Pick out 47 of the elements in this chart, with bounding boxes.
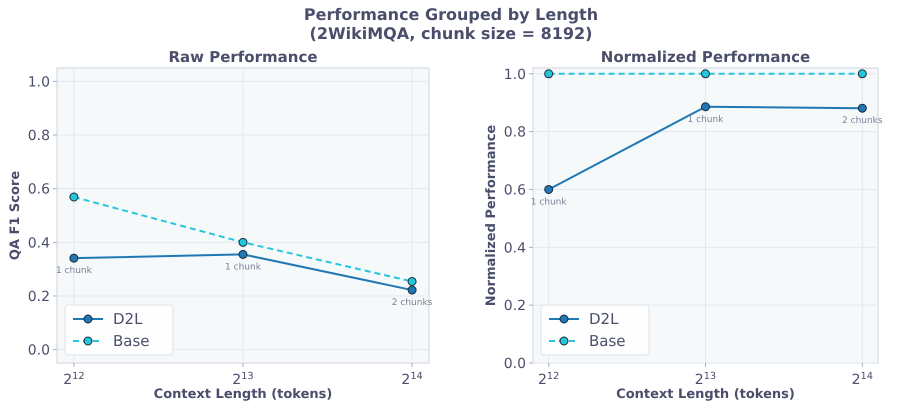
point xyxy=(544,69,554,78)
y-tick-label: 0.6 xyxy=(28,182,50,198)
y-tick-label: 1.0 xyxy=(504,66,526,83)
x-tick-label: 2$^{13}$ xyxy=(694,370,716,388)
point xyxy=(408,286,417,295)
point xyxy=(408,276,417,286)
point xyxy=(858,69,867,78)
chart-title: Raw Performance xyxy=(168,48,318,66)
point xyxy=(700,69,710,78)
point xyxy=(69,254,78,263)
legend-label: D2L xyxy=(113,310,144,328)
y-tick-label: 0.8 xyxy=(28,128,50,144)
x-tick-label: 2$^{14}$ xyxy=(852,370,874,388)
y-axis-title: Normalized Performance xyxy=(484,124,499,306)
x-tick-label: 2$^{12}$ xyxy=(63,370,85,388)
annotation: 1 chunk xyxy=(530,197,568,208)
y-tick-label: 0.4 xyxy=(28,235,50,252)
y-axis-title: QA F1 Score xyxy=(8,170,23,260)
chart-title: Normalized Performance xyxy=(600,48,810,66)
y-tick-label: 1.0 xyxy=(28,74,50,90)
legend-label: D2L xyxy=(589,310,620,328)
y-tick-label: 0.4 xyxy=(504,240,526,256)
point xyxy=(858,104,867,113)
x-axis-title: Context Length (tokens) xyxy=(616,387,795,402)
y-tick-label: 0.0 xyxy=(504,356,526,372)
point xyxy=(69,192,78,202)
point xyxy=(700,102,710,112)
annotation: 1 chunk xyxy=(56,266,93,276)
point xyxy=(238,250,248,259)
text: Performance Grouped by Length (2WikiMQA, chunk size = 8192) xyxy=(304,5,598,43)
annotation: 2 chunks xyxy=(842,116,883,126)
x-tick-label: 2$^{12}$ xyxy=(538,370,560,388)
annotation: 1 chunk xyxy=(225,262,262,272)
legend-label: Base xyxy=(113,332,150,350)
y-tick-label: 0.0 xyxy=(28,342,50,359)
x-axis-title: Context Length (tokens) xyxy=(154,387,332,402)
legend-label: Base xyxy=(589,332,626,350)
x-tick-label: 2$^{13}$ xyxy=(232,370,254,388)
y-tick-label: 0.6 xyxy=(504,182,526,198)
point xyxy=(544,184,554,194)
annotation: 1 chunk xyxy=(688,114,724,125)
y-tick-label: 0.2 xyxy=(504,298,526,314)
y-tick-label: 0.8 xyxy=(504,124,526,141)
x-tick-label: 2$^{14}$ xyxy=(401,370,423,388)
y-tick-label: 0.2 xyxy=(28,288,50,305)
point xyxy=(238,238,248,247)
annotation: 2 chunks xyxy=(392,298,433,308)
